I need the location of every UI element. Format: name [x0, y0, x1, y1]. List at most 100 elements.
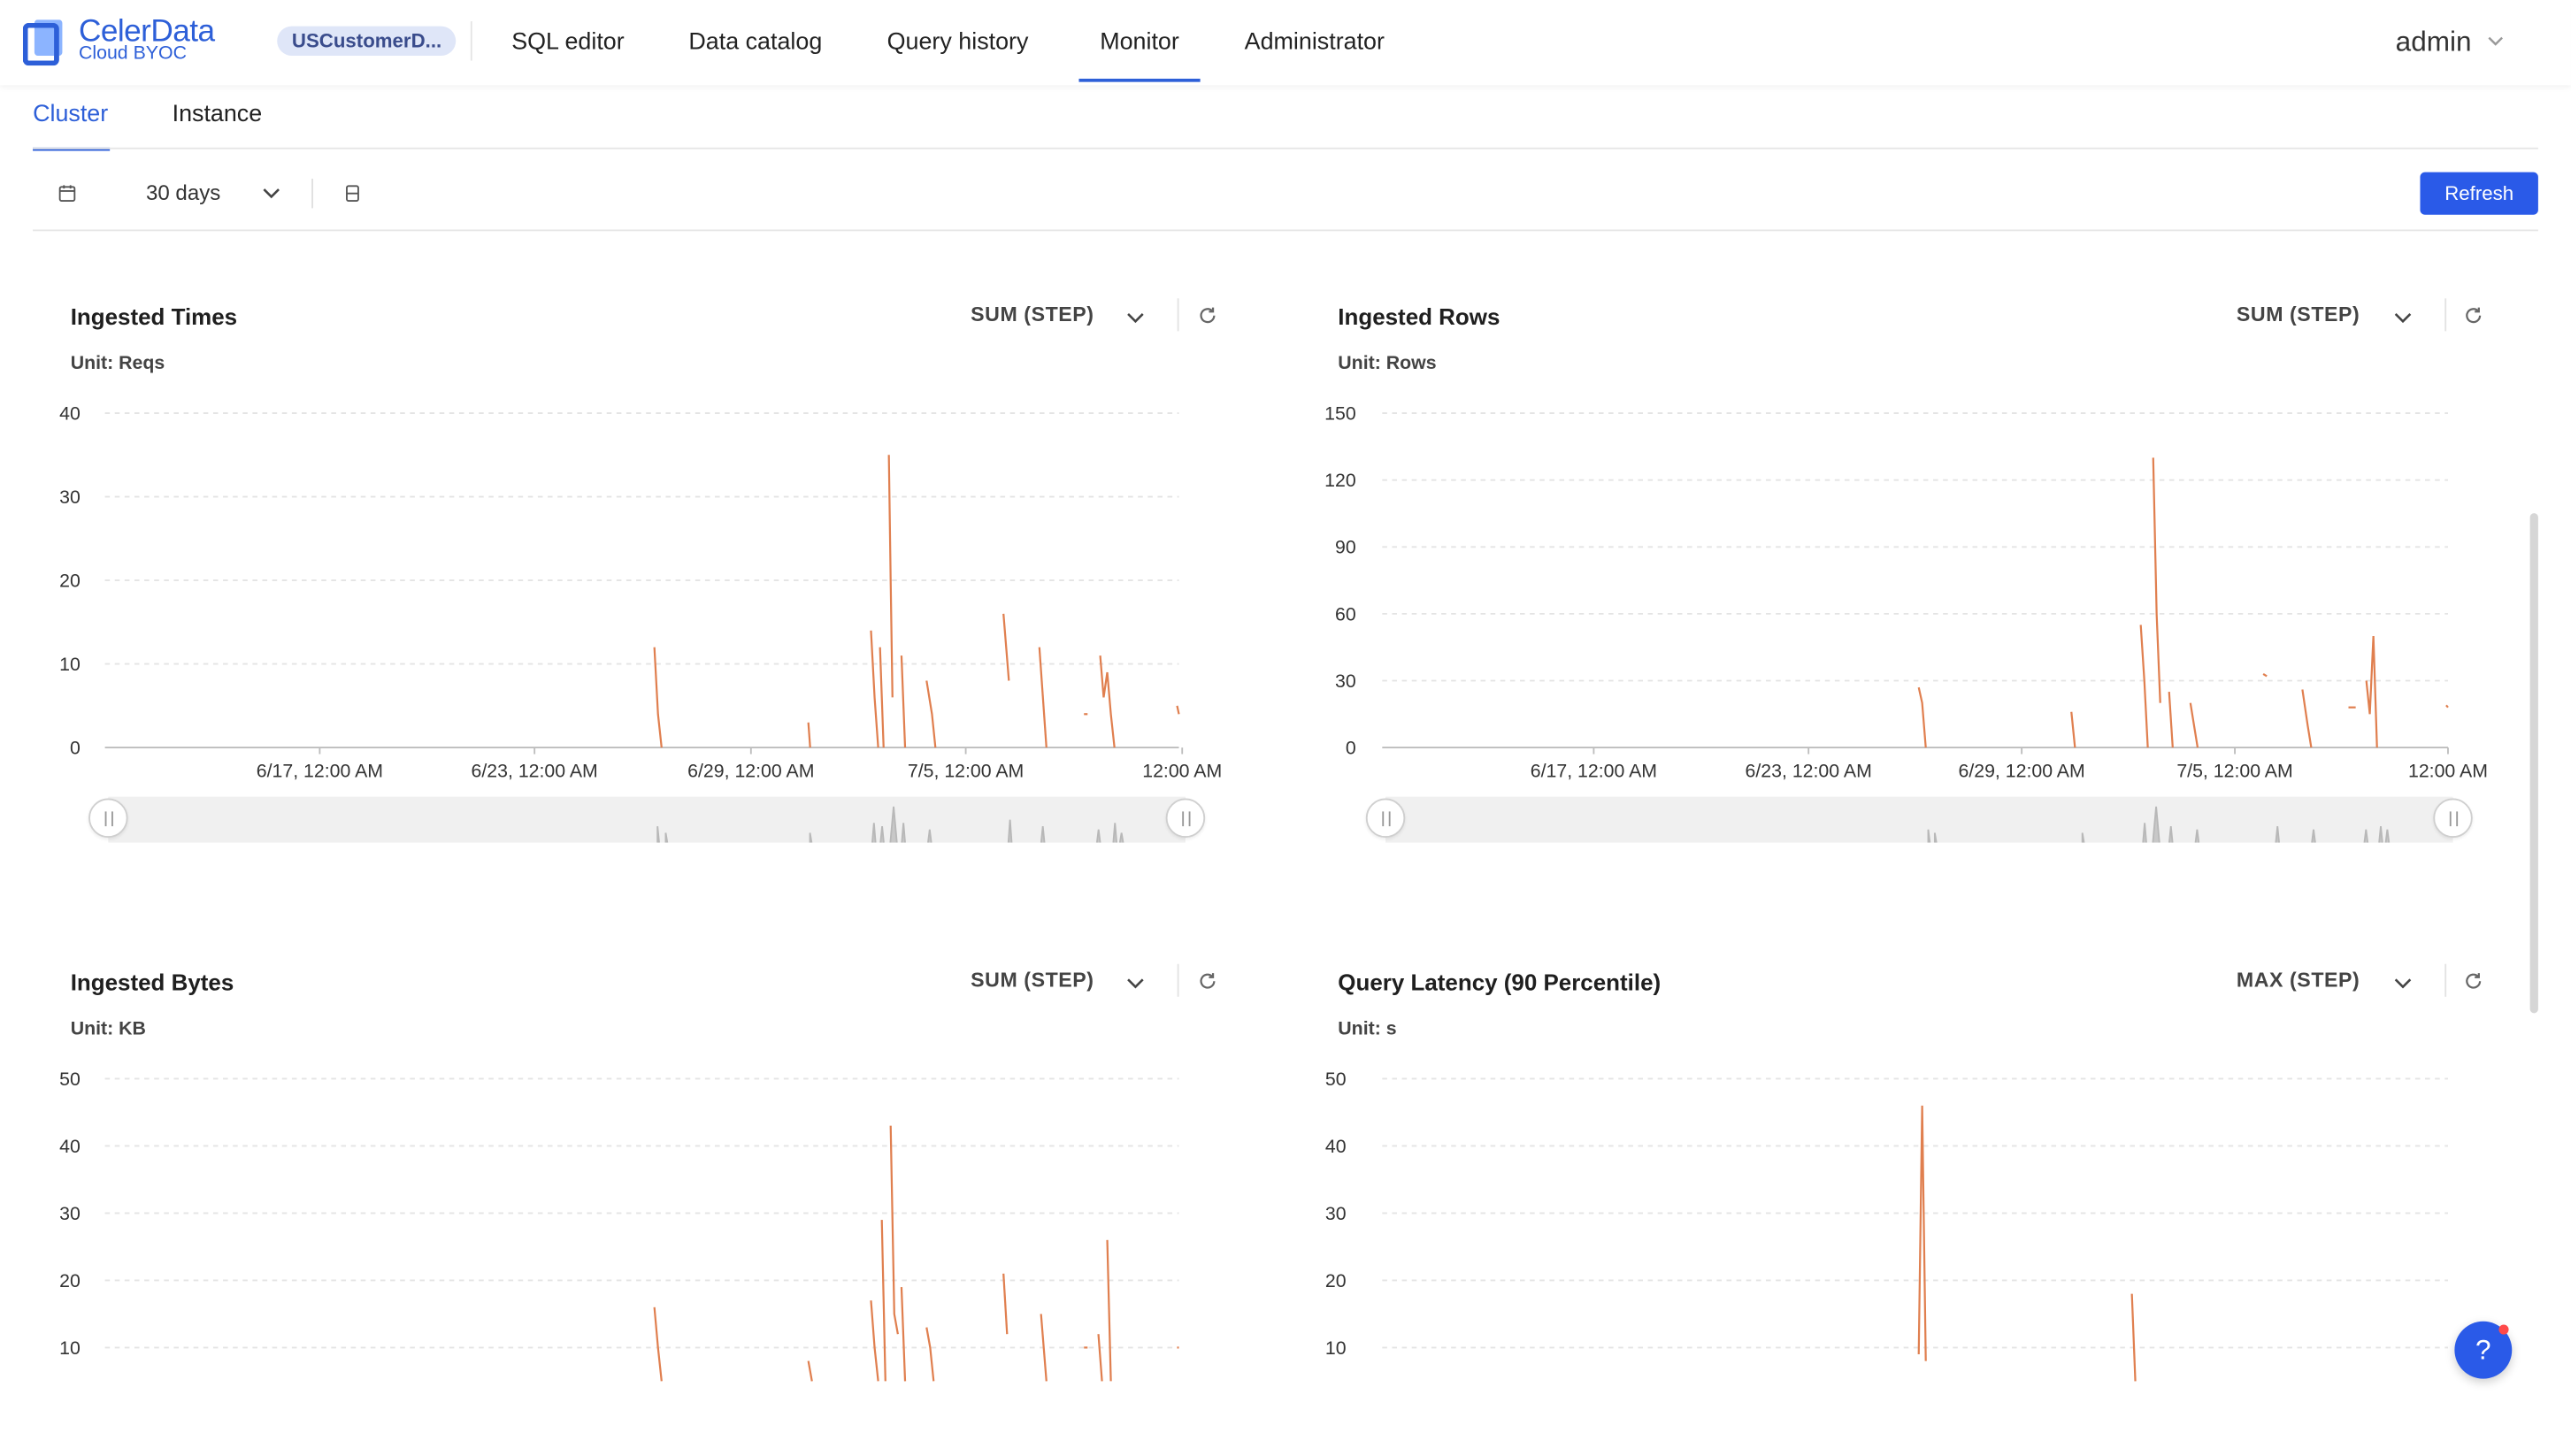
x-tick-label: 6/23, 12:00 AM [472, 760, 598, 781]
series-group [653, 455, 1180, 748]
user-menu[interactable]: admin [2395, 26, 2472, 57]
toolbar-divider [311, 179, 313, 209]
toolbar-divider-line [33, 229, 2538, 232]
x-tick-label: 6/29, 12:00 AM [687, 760, 814, 781]
time-range-select[interactable]: 30 days [145, 180, 221, 205]
range-slider-end-handle[interactable] [2433, 798, 2473, 839]
nav-query-history[interactable]: Query history [886, 29, 1029, 57]
chevron-down-icon[interactable] [1124, 307, 1146, 328]
series-line [880, 1220, 886, 1382]
series-line [653, 1307, 663, 1382]
y-tick-label: 30 [59, 487, 81, 508]
y-tick-label: 20 [1325, 1270, 1347, 1291]
series-line [2365, 636, 2378, 748]
range-slider-start-handle[interactable] [88, 798, 128, 839]
x-tick-label: 6/29, 12:00 AM [1958, 760, 2084, 781]
nav-administrator[interactable]: Administrator [1244, 29, 1385, 57]
tab-instance[interactable]: Instance [172, 101, 263, 128]
refresh-icon[interactable] [2463, 305, 2484, 326]
chart-unit: Unit: Rows [1338, 354, 1437, 374]
chevron-down-icon[interactable] [1124, 972, 1146, 993]
aggregation-select[interactable]: SUM (STEP) [971, 969, 1094, 992]
y-tick-label: 50 [59, 1069, 81, 1090]
nav-monitor[interactable]: Monitor [1078, 0, 1201, 85]
compact-icon[interactable] [344, 184, 361, 203]
series-line [2152, 457, 2161, 703]
cluster-selector[interactable]: USCustomerD... [277, 26, 457, 57]
tab-cluster[interactable]: Cluster [33, 102, 111, 151]
x-tick-label: 7/5, 12:00 AM [908, 760, 1024, 781]
chart-query-latency: 10 20 30 40 50 [1325, 1069, 2448, 1382]
series-line [2130, 1293, 2137, 1382]
aggregation-select[interactable]: SUM (STEP) [971, 303, 1094, 326]
y-tick-label: 30 [1335, 671, 1356, 692]
y-tick-label: 90 [1335, 537, 1356, 558]
series-line [2139, 625, 2149, 748]
y-tick-label: 10 [1325, 1337, 1347, 1359]
y-tick-label: 40 [1325, 1136, 1347, 1157]
chart-unit: Unit: Reqs [70, 354, 165, 374]
y-tick-label: 10 [59, 1337, 81, 1359]
x-tick-label: 6/17, 12:00 AM [1531, 760, 1657, 781]
series-line [2262, 672, 2268, 678]
y-tick-label: 60 [1335, 603, 1356, 625]
chevron-down-icon[interactable] [261, 182, 282, 203]
y-tick-label: 30 [1325, 1203, 1347, 1224]
series-group [1917, 1105, 2137, 1382]
chart-ingested-times: 0 10 20 30 40 6/17, 12:00 AM 6/23, 12:00 AM 6/2… [59, 402, 1222, 781]
refresh-icon[interactable] [1197, 305, 1218, 326]
chart-ingested-rows: 0 30 60 90 120 150 6/17, 12:00 AM 6/23, 12:00 A… [1324, 402, 2488, 781]
chart-unit: Unit: KB [70, 1019, 146, 1039]
y-tick-label: 150 [1324, 402, 1356, 424]
series-line [1106, 1239, 1112, 1382]
range-slider-start-handle[interactable] [1365, 798, 1406, 839]
celerdata-logo-icon [22, 19, 63, 66]
series-line [889, 1125, 899, 1335]
series-line [2445, 704, 2449, 709]
tabs-divider [33, 147, 2538, 149]
top-bar: CelerData Cloud BYOC USCustomerD... SQL … [0, 0, 2571, 86]
y-tick-label: 120 [1324, 470, 1356, 491]
range-slider-track[interactable] [1385, 796, 2453, 843]
series-line [1917, 686, 1927, 748]
chart-unit: Unit: s [1338, 1019, 1397, 1039]
series-line [653, 647, 663, 748]
refresh-icon[interactable] [2463, 970, 2484, 992]
x-tick-label: 7/5, 12:00 AM [2176, 760, 2292, 781]
page-scrollbar[interactable] [2529, 513, 2538, 1014]
chart-title: Ingested Rows [1338, 303, 1500, 330]
aggregation-select[interactable]: MAX (STEP) [2236, 969, 2360, 992]
chevron-down-icon[interactable] [2392, 972, 2414, 993]
chevron-down-icon[interactable] [2392, 307, 2414, 328]
chevron-down-icon[interactable] [2484, 29, 2507, 52]
brand-logo[interactable]: CelerData Cloud BYOC [22, 14, 236, 69]
chart-ingested-bytes: 10 20 30 40 50 [59, 1069, 1179, 1382]
nav-data-catalog[interactable]: Data catalog [688, 29, 823, 57]
y-tick-label: 20 [59, 1270, 81, 1291]
brand-title: CelerData [78, 14, 215, 50]
nav-sql-editor[interactable]: SQL editor [511, 29, 625, 57]
calendar-icon[interactable] [58, 184, 77, 203]
series-line [870, 1300, 879, 1382]
notification-dot [2498, 1324, 2509, 1335]
series-line [2070, 711, 2076, 748]
series-line [1040, 1314, 1048, 1382]
series-line [1917, 1105, 1927, 1361]
panel-divider [1177, 963, 1179, 997]
y-tick-label: 40 [59, 402, 81, 424]
refresh-button[interactable]: Refresh [2420, 172, 2538, 215]
series-line [2189, 702, 2199, 748]
series-line [887, 455, 894, 698]
range-slider-track[interactable] [108, 796, 1186, 843]
panel-divider [2444, 298, 2447, 332]
brand-subtitle: Cloud BYOC [78, 44, 187, 65]
panel-divider [1177, 298, 1179, 332]
chart-title: Query Latency (90 Percentile) [1338, 969, 1662, 995]
series-line [1038, 647, 1048, 748]
series-line [900, 655, 907, 748]
y-tick-label: 0 [1346, 738, 1356, 759]
x-tick-label: 6/17, 12:00 AM [257, 760, 383, 781]
range-slider-end-handle[interactable] [1165, 798, 1206, 839]
aggregation-select[interactable]: SUM (STEP) [2236, 303, 2360, 326]
refresh-icon[interactable] [1197, 970, 1218, 992]
